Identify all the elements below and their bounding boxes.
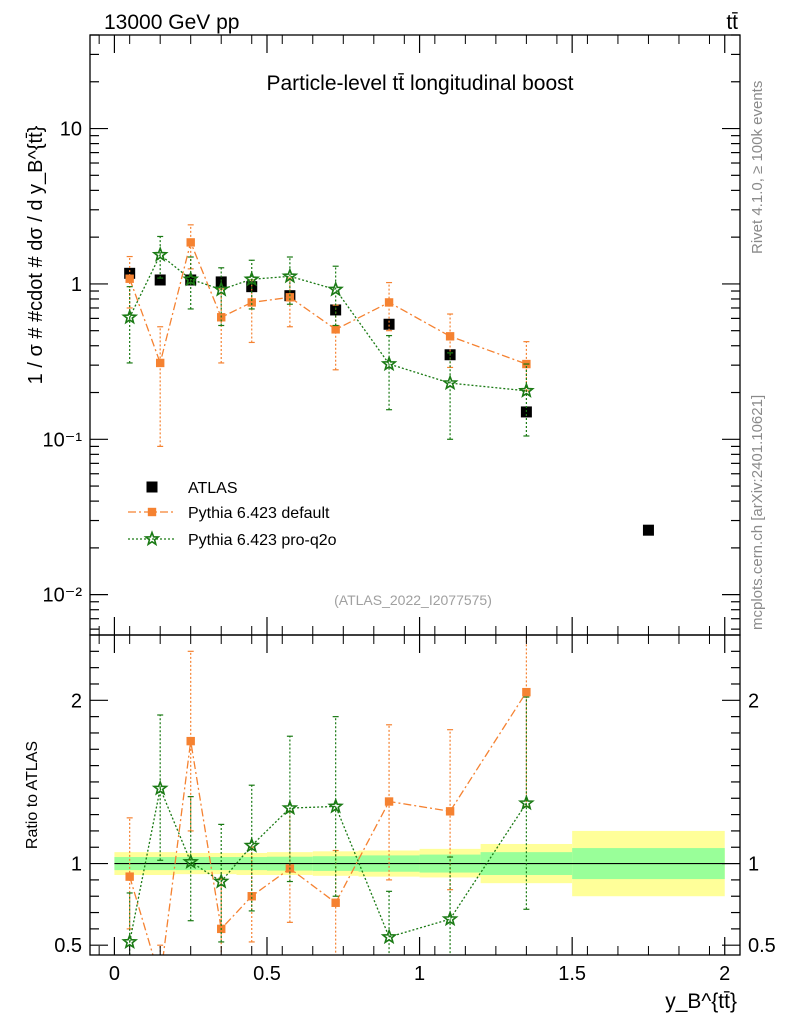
legend-marker — [146, 481, 158, 493]
analysis-watermark: (ATLAS_2022_I2077575) — [334, 592, 492, 608]
ratio-panel-frame — [89, 634, 741, 956]
main-point — [384, 298, 394, 307]
ratio-point — [281, 799, 299, 816]
ratio-plot-content — [114, 635, 740, 955]
rivet-version-label: Rivet 4.1.0, ≥ 100k events — [749, 81, 766, 254]
energy-label: 13000 GeV pp — [104, 11, 239, 34]
ratio-series-line-0 — [129, 691, 527, 955]
main-point — [243, 270, 261, 287]
legend-marker — [143, 530, 161, 547]
ratio-panel: 0.5 0.5 1 1 2 2 0 0.5 1 1.5 2 Ratio to ATLAS y_B^{… — [24, 634, 776, 1013]
ratio-point — [186, 736, 195, 746]
main-plot-content — [121, 224, 654, 536]
main-point — [518, 382, 535, 398]
legend-label: Pythia 6.423 pro-q2o — [188, 532, 337, 549]
ratio-point — [522, 687, 531, 697]
ratio-y-tick-label-right: 1 — [748, 854, 759, 876]
ratio-y-tick-label-left: 2 — [71, 690, 82, 712]
ratio-series-0 — [125, 635, 531, 955]
ratio-point — [384, 797, 394, 806]
main-point — [441, 374, 459, 391]
main-series-line-1 — [129, 240, 527, 366]
ratio-point — [441, 910, 459, 927]
main-point — [124, 267, 136, 279]
ratio-point — [182, 853, 200, 870]
ratio-point — [327, 797, 344, 814]
ratio-y-tick-label-left: 0.5 — [54, 935, 82, 957]
main-point — [121, 308, 139, 325]
main-point — [212, 280, 230, 297]
main-y-axis-label: 1 / σ # #cdot # dσ / d y_B^{tt̄} — [25, 125, 47, 384]
ratio-series-line-1 — [129, 786, 527, 943]
main-point — [247, 298, 256, 307]
main-point — [186, 238, 195, 247]
ratio-point — [331, 898, 340, 907]
legend: ATLAS Pythia 6.423 default Pythia 6.423 pr… — [128, 480, 337, 549]
ratio-series-1 — [121, 696, 535, 955]
main-y-tick-label: 10 — [60, 119, 82, 141]
mcplots-label: mcplots.cern.ch [arXiv:2401.10621] — [749, 395, 766, 630]
main-point — [383, 318, 395, 330]
ratio-y-tick-label-left: 1 — [71, 854, 82, 876]
main-point — [285, 293, 295, 302]
main-series-line-2 — [129, 253, 527, 392]
main-y-tick-label: 10⁻¹ — [43, 429, 83, 451]
legend-label: Pythia 6.423 default — [188, 505, 330, 522]
main-point — [445, 332, 455, 341]
x-tick-label: 1 — [414, 963, 425, 985]
x-tick-label: 0 — [109, 963, 120, 985]
ratio-y-tick-label-right: 2 — [748, 690, 759, 712]
ratio-point — [243, 836, 261, 853]
main-point — [331, 325, 340, 334]
ratio-point — [151, 779, 169, 796]
main-point — [182, 270, 200, 287]
chart-title: Particle-level tt̄ longitudinal boost — [266, 72, 573, 95]
ratio-point — [380, 928, 398, 945]
main-point — [154, 274, 166, 286]
ratio-y-axis-label: Ratio to ATLAS — [24, 741, 41, 849]
x-tick-label: 0.5 — [253, 963, 281, 985]
main-panel: 10⁻² 10⁻¹ 1 10 Particle-level tt̄ longitudi… — [25, 34, 741, 636]
main-point — [151, 246, 169, 262]
ratio-point — [517, 794, 535, 811]
x-tick-label: 1.5 — [558, 963, 586, 985]
main-point — [155, 358, 165, 368]
main-point — [642, 524, 654, 536]
legend-label: ATLAS — [188, 480, 238, 497]
main-y-tick-label: 10⁻² — [43, 585, 83, 607]
main-point — [281, 267, 299, 284]
ratio-point — [121, 933, 139, 950]
ratio-y-tick-label-right: 0.5 — [748, 935, 776, 957]
x-axis-label: y_B^{tt̄} — [665, 990, 737, 1013]
main-point — [246, 281, 258, 293]
ratio-axis-ticks: 0.5 0.5 1 1 2 2 0 0.5 1 1.5 2 — [54, 635, 776, 985]
ratio-point — [125, 872, 134, 881]
ratio-point — [212, 872, 230, 889]
process-label: tt̄ — [726, 11, 738, 34]
main-point — [125, 274, 134, 283]
main-series-2 — [121, 235, 535, 440]
main-point — [330, 304, 342, 316]
main-y-tick-label: 1 — [71, 274, 82, 296]
main-axis-ticks: 10⁻² 10⁻¹ 1 10 — [43, 34, 740, 635]
legend-marker — [147, 507, 157, 517]
x-tick-label: 2 — [719, 963, 730, 985]
ratio-point — [247, 892, 256, 901]
main-point — [327, 280, 344, 297]
main-point — [380, 355, 398, 372]
ratio-point — [445, 807, 455, 816]
